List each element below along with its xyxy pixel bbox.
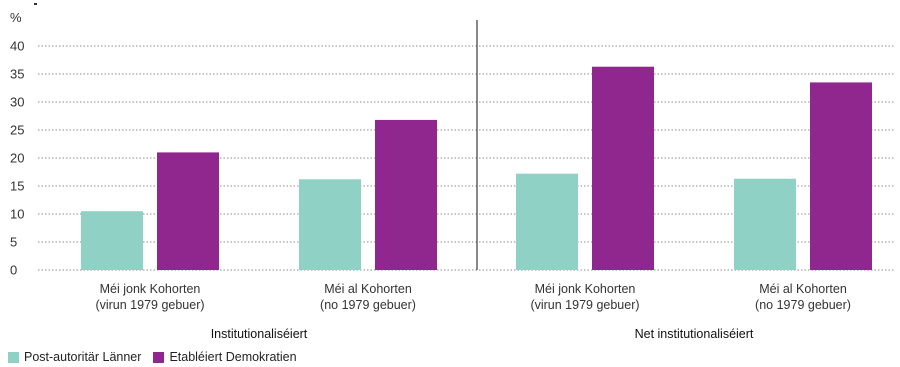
bar-established-democracies [375, 119, 437, 270]
y-tick-label: 35 [10, 67, 24, 82]
y-tick-label: 15 [10, 179, 24, 194]
bar-post-authoritarian [734, 178, 796, 270]
legend-item-post-authoritarian: Post-autoritär Länner [8, 350, 141, 364]
legend-swatch-post-authoritarian [8, 351, 19, 363]
x-category-label: Méi al Kohorten [324, 282, 412, 296]
x-category-sublabel: (virun 1979 gebuer) [95, 298, 204, 312]
bar-post-authoritarian [516, 173, 578, 270]
group-label: Institutionaliséiert [211, 327, 308, 341]
bar-established-democracies [592, 66, 654, 270]
y-tick-label: 40 [10, 39, 24, 54]
legend-label-post-authoritarian: Post-autoritär Länner [24, 350, 142, 364]
y-tick-label: 20 [10, 151, 24, 166]
title-fragment [34, 3, 37, 5]
legend: Post-autoritär Länner Etabléiert Demokra… [8, 350, 309, 364]
bar-established-democracies [810, 82, 872, 271]
x-category-label: Méi al Kohorten [759, 282, 847, 296]
bar-established-democracies [157, 152, 219, 270]
bar-post-authoritarian [299, 179, 361, 270]
y-tick-label: 0 [10, 263, 17, 278]
legend-swatch-established-democracies [153, 351, 165, 363]
group-label: Net institutionaliséiert [635, 327, 754, 341]
y-unit-label: % [10, 10, 22, 25]
x-category-sublabel: (no 1979 gebuer) [755, 298, 851, 312]
y-tick-label: 30 [10, 95, 24, 110]
legend-item-established-democracies: Etabléiert Demokratien [153, 350, 297, 364]
bar-chart: % 0 5 10 15 20 25 30 35 40 Méi jonk Kohorten (viru… [10, 3, 895, 341]
x-category-sublabel: (virun 1979 gebuer) [530, 298, 639, 312]
x-category-label: Méi jonk Kohorten [535, 282, 636, 296]
y-tick-label: 10 [10, 207, 24, 222]
x-category-label: Méi jonk Kohorten [100, 282, 201, 296]
legend-label-established-democracies: Etabléiert Demokratien [169, 350, 297, 364]
bar-post-authoritarian [81, 211, 143, 270]
y-tick-label: 25 [10, 123, 24, 138]
y-tick-label: 5 [10, 235, 17, 250]
x-category-sublabel: (no 1979 gebuer) [320, 298, 416, 312]
